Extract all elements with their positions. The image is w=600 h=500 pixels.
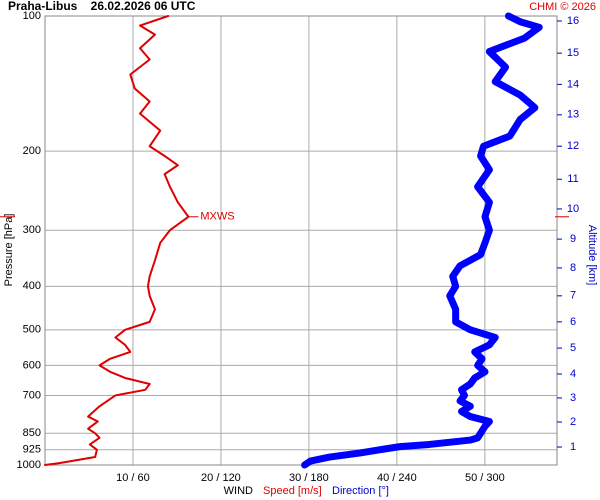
y2-tick-label: 15 — [567, 47, 579, 59]
y2-tick-label: 4 — [570, 368, 576, 380]
y-tick-label: 925 — [23, 444, 41, 456]
y-tick-label: 200 — [23, 145, 41, 157]
x-tick-label: 10 / 60 — [116, 472, 150, 484]
x-tick-label: 50 / 300 — [465, 472, 505, 484]
y2-axis-label: Altitude [km] — [586, 225, 598, 286]
y-tick-label: 700 — [23, 389, 41, 401]
y2-tick-label: 7 — [570, 290, 576, 302]
y2-tick-label: 6 — [570, 316, 576, 328]
x-axis-label: WIND — [224, 485, 253, 497]
x-tick-label: 20 / 120 — [201, 472, 241, 484]
y-tick-label: 300 — [23, 224, 41, 236]
y-tick-label: 600 — [23, 359, 41, 371]
profile-line — [301, 12, 543, 469]
annotation-label: MXWS — [200, 211, 234, 223]
y2-tick-label: 12 — [567, 140, 579, 152]
profile-line — [44, 15, 190, 466]
y2-tick-label: 9 — [570, 233, 576, 245]
y-tick-label: 100 — [23, 10, 41, 22]
y2-tick-label: 5 — [570, 342, 576, 354]
chart-title: Praha-Libus 26.02.2026 06 UTC — [8, 0, 196, 13]
x-tick-label: 40 / 240 — [377, 472, 417, 484]
y2-tick-label: 14 — [567, 78, 579, 90]
y2-tick-label: 11 — [567, 173, 578, 185]
x-axis-label-direction: Direction [°] — [332, 485, 389, 497]
y2-tick-label: 3 — [570, 392, 576, 404]
y2-tick-label: 16 — [567, 15, 579, 27]
y-tick-label: 500 — [23, 324, 41, 336]
y-tick-label: 850 — [23, 427, 41, 439]
y2-tick-label: 2 — [570, 416, 576, 428]
x-tick-label: 30 / 180 — [289, 472, 329, 484]
y2-tick-label: 8 — [570, 262, 576, 274]
plot-frame — [44, 15, 558, 466]
y2-tick-label: 10 — [567, 203, 579, 215]
y-tick-label: 1000 — [17, 459, 41, 471]
x-axis-label-speed: Speed [m/s] — [263, 485, 322, 497]
y-tick-label: 400 — [23, 280, 41, 292]
credit: CHMI © 2026 — [529, 1, 596, 13]
y2-tick-label: 1 — [570, 441, 576, 453]
y2-tick-label: 13 — [567, 109, 579, 121]
y-axis-label: Pressure [hPa] — [3, 214, 15, 287]
